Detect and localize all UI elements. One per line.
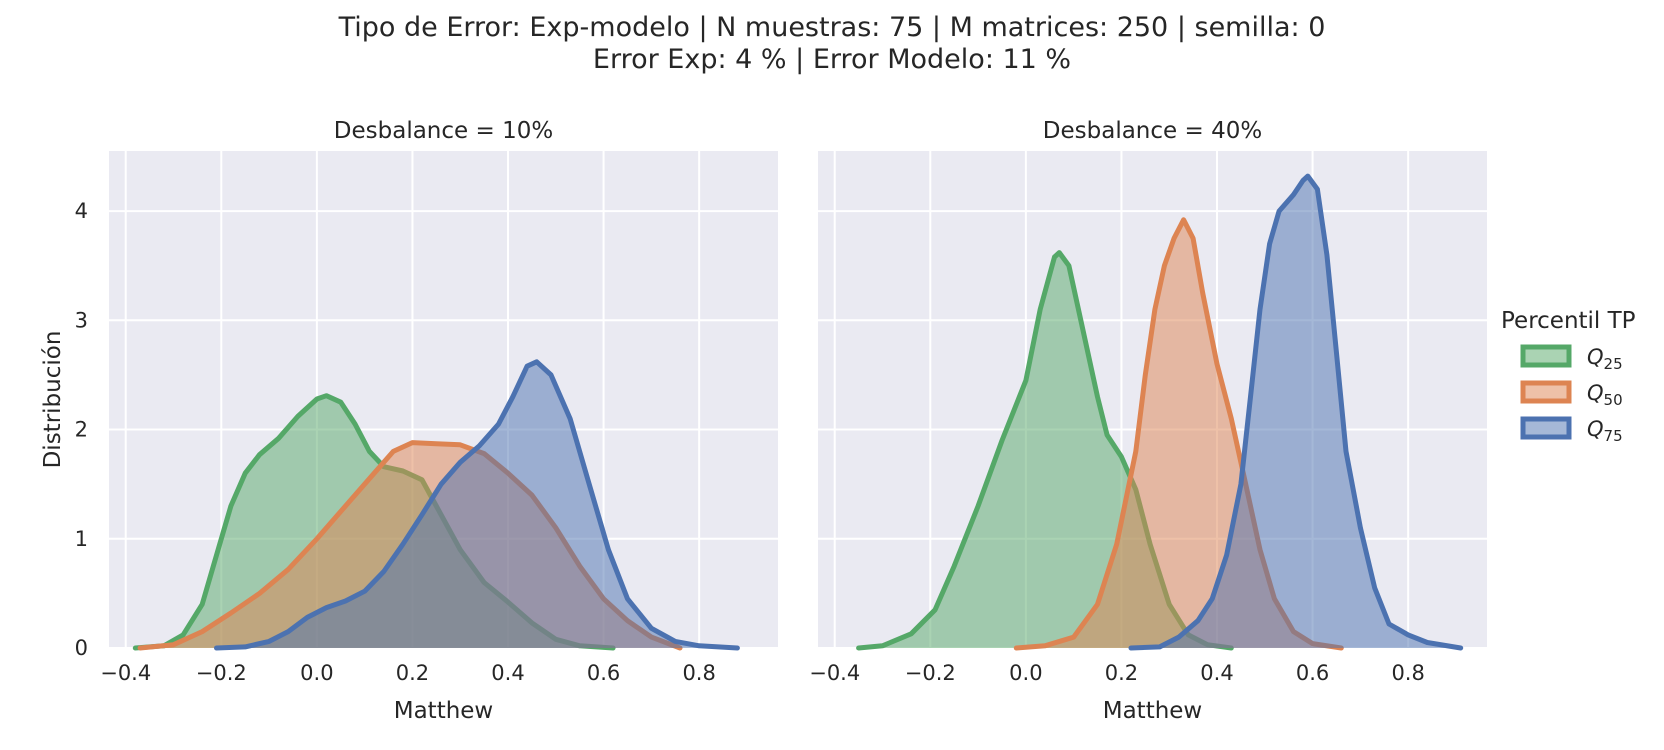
x-tick-label: 0.8 [1391,661,1424,685]
panel-title: Desbalance = 40% [1043,118,1262,144]
figure-title-line-2: Error Exp: 4 % | Error Modelo: 11 % [592,44,1072,75]
panel-2: −0.4 −0.2 0.0 0.2 0.4 0.6 0.8 Matthew Desbalance… [809,118,1487,724]
x-tick-label: −0.2 [905,661,956,685]
y-tick-label: 2 [75,418,88,442]
x-axis-label: Matthew [394,698,494,724]
legend-label: Q75 [1587,417,1623,445]
y-tick-label: 0 [75,636,88,660]
x-tick-label: −0.2 [196,661,247,685]
legend-label: Q25 [1587,345,1623,373]
x-tick-label: 0.4 [491,661,524,685]
y-tick-label: 1 [75,527,88,551]
y-axis-label: Distribución [40,331,66,469]
y-tick-label: 3 [75,308,88,332]
x-tick-label: 0.2 [396,661,429,685]
x-tick-label: 0.2 [1105,661,1138,685]
density-fill-q75 [1131,176,1461,648]
x-axis-label: Matthew [1103,698,1203,724]
x-tick-label: 0.0 [1009,661,1042,685]
y-tick-label: 4 [75,199,88,223]
legend: Percentil TP Q25 Q50 Q75 [1501,308,1636,445]
density-fill-q75 [216,361,738,648]
x-tick-label: −0.4 [809,661,860,685]
legend-swatch [1520,416,1572,440]
x-tick-label: 0.8 [682,661,715,685]
x-tick-label: −0.4 [100,661,151,685]
x-tick-label: 0.4 [1200,661,1233,685]
legend-swatch [1520,380,1572,404]
legend-title: Percentil TP [1501,308,1636,334]
x-tick-label: 0.6 [587,661,620,685]
legend-label: Q50 [1587,381,1623,409]
density-line-q75 [214,359,740,651]
density-fill-q50 [1016,219,1342,649]
legend-swatch [1520,344,1572,368]
figure-title-line-1: Tipo de Error: Exp-modelo | N muestras: … [338,12,1326,43]
x-tick-label: 0.0 [300,661,333,685]
x-tick-label: 0.6 [1296,661,1329,685]
panel-title: Desbalance = 10% [334,118,553,144]
panel-1: −0.4 −0.2 0.0 0.2 0.4 0.6 0.8 0 1 2 3 4 Distribución… [40,118,778,724]
density-line-q75 [1128,173,1464,651]
